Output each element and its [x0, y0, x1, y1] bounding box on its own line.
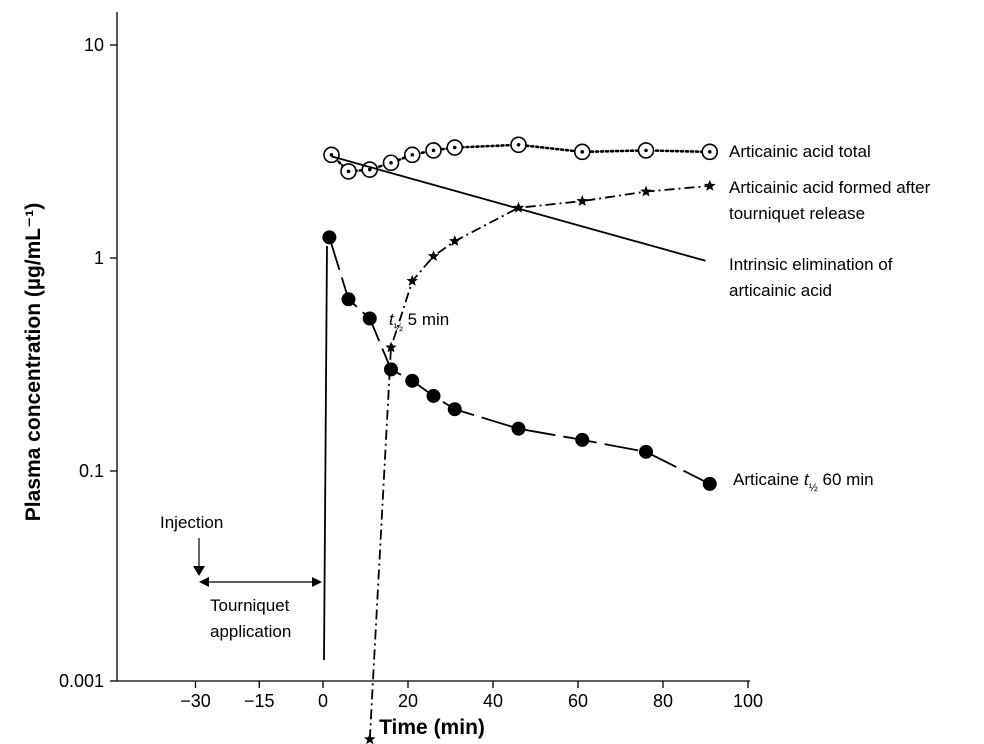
series-2 [364, 179, 716, 744]
series-1 [323, 136, 719, 180]
y-tick-label: 10 [84, 35, 104, 55]
label-intrinsic-line1: Intrinsic elimination of [729, 255, 893, 274]
y-axis-title: Plasma concentration (µg/mL⁻¹) [22, 203, 45, 521]
y-ticks: 10 1 0.1 0.001 [59, 35, 117, 691]
data-point [406, 275, 418, 286]
injection-arrow-head [193, 566, 205, 576]
x-tick-label: 80 [653, 691, 673, 711]
data-point [322, 230, 337, 245]
label-articainic-total: Articainic acid total [729, 142, 871, 161]
label-formed-line2: tourniquet release [729, 204, 865, 223]
series-0 [322, 230, 717, 491]
data-point [702, 476, 717, 491]
x-tick-label: 0 [318, 691, 328, 711]
data-point-center [580, 150, 585, 154]
series-layer [322, 136, 719, 744]
t-half-5-label: t½ 5 min [389, 310, 449, 334]
data-point-center [431, 148, 436, 153]
series-line [328, 237, 711, 485]
data-point-center [516, 142, 521, 147]
data-point-center [389, 160, 393, 165]
x-tick-label: 60 [568, 691, 588, 711]
injection-label: Injection [160, 513, 223, 532]
x-axis-title: Time (min) [379, 716, 485, 739]
y-tick-label: 0.1 [79, 461, 104, 481]
data-point-center [367, 167, 372, 172]
data-point [385, 341, 397, 353]
data-point [426, 388, 441, 403]
series-line [368, 185, 710, 740]
data-point-center [644, 148, 648, 153]
data-point [575, 432, 590, 447]
x-tick-label: 20 [398, 691, 418, 711]
data-point [362, 311, 377, 326]
data-point [639, 444, 653, 459]
data-point [405, 373, 420, 388]
data-point [511, 421, 526, 436]
series-line [331, 155, 706, 262]
tourniquet-arrow-right [312, 577, 322, 587]
tourniquet-arrow-left [199, 577, 209, 587]
data-point-center [346, 169, 351, 174]
annotations: Injection Tourniquet application t½ 5 mi… [160, 142, 931, 641]
x-tick-label: 100 [733, 691, 763, 711]
label-articaine: Articaine t½ 60 min [733, 470, 874, 494]
label-intrinsic-line2: articainic acid [729, 281, 832, 300]
label-formed-line1: Articainic acid formed after [729, 178, 931, 197]
data-point [364, 733, 376, 744]
x-tick-label: 40 [483, 691, 503, 711]
early-phase-lines [193, 245, 328, 661]
data-point [640, 185, 652, 197]
tourniquet-label-line2: application [210, 622, 291, 641]
data-point-center [452, 145, 457, 150]
x-tick-label: −30 [180, 691, 211, 711]
data-point [447, 402, 462, 417]
x-ticks: −30 −15 0 20 40 60 80 100 [180, 681, 763, 711]
data-point [704, 179, 716, 191]
data-point [341, 292, 356, 307]
data-point [384, 362, 398, 377]
articaine-rise-line [323, 245, 328, 661]
tourniquet-label-line1: Tourniquet [210, 596, 290, 615]
data-point-center [707, 150, 712, 154]
x-tick-label: −15 [244, 691, 275, 711]
data-point [512, 201, 525, 213]
data-point [427, 250, 440, 261]
y-tick-label: 1 [94, 248, 104, 268]
axes [116, 12, 750, 682]
y-tick-label: 0.001 [59, 671, 104, 691]
data-point-center [410, 153, 415, 157]
series-3 [331, 155, 706, 262]
data-point [576, 195, 588, 206]
data-point [449, 235, 461, 246]
